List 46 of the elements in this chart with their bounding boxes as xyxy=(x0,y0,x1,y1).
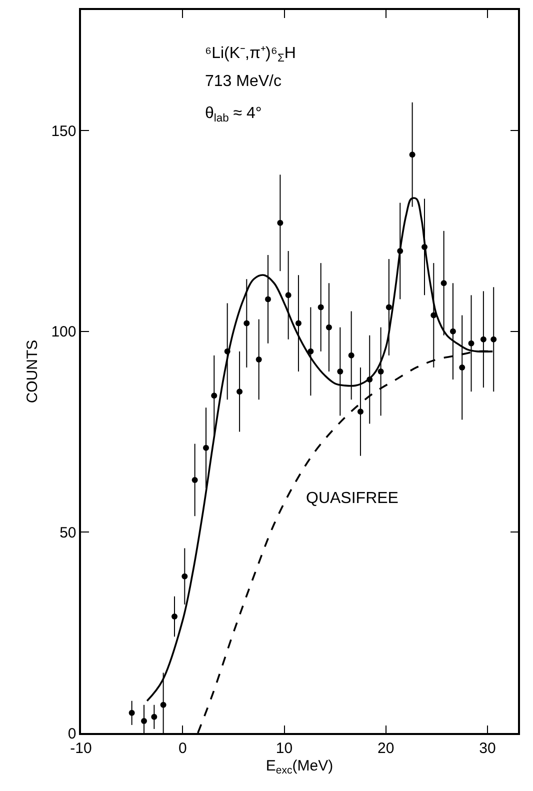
x-tick-label: 20 xyxy=(378,740,394,757)
point xyxy=(440,280,447,286)
point xyxy=(468,340,474,346)
point xyxy=(318,304,324,310)
point xyxy=(192,476,198,483)
x-tick-label: -10 xyxy=(70,740,92,757)
point xyxy=(357,408,364,415)
point xyxy=(236,388,243,395)
point xyxy=(256,356,262,362)
point xyxy=(277,220,284,226)
point xyxy=(480,336,486,342)
point xyxy=(265,296,271,302)
point xyxy=(285,292,292,298)
x-axis-title: E$_{exc}$(MeV) xyxy=(266,757,334,776)
point xyxy=(151,714,158,720)
x-tick-label: 30 xyxy=(479,740,496,757)
point xyxy=(211,392,218,399)
point xyxy=(378,368,384,374)
annotation: θ$_{lab}$ ≈ 4° xyxy=(205,105,262,124)
point xyxy=(128,710,135,716)
annotation: 713 MeV/c xyxy=(205,73,282,90)
point xyxy=(141,718,148,724)
point xyxy=(490,336,497,342)
point xyxy=(203,444,209,451)
point xyxy=(308,348,314,354)
point xyxy=(244,320,250,326)
y-tick-label: 0 xyxy=(68,725,76,742)
point xyxy=(348,352,354,358)
y-tick-label: 150 xyxy=(51,122,76,140)
point xyxy=(172,614,178,620)
y-tick-label: 50 xyxy=(60,524,76,542)
point xyxy=(459,364,466,370)
x-tick-label: 0 xyxy=(178,740,187,757)
point xyxy=(450,328,456,334)
y-axis-title: COUNTS xyxy=(24,340,41,404)
point xyxy=(295,320,302,326)
point xyxy=(326,324,332,330)
annotation: QUASIFREE xyxy=(306,490,398,507)
point xyxy=(409,152,416,158)
x-tick-label: 10 xyxy=(276,740,293,757)
annotation: ⁶Li(K⁻,π⁺)⁶$_{Σ}$H xyxy=(205,45,296,64)
point xyxy=(182,573,188,580)
point xyxy=(160,702,166,708)
y-tick-label: 100 xyxy=(51,324,76,341)
point xyxy=(386,304,392,310)
point xyxy=(337,368,344,374)
